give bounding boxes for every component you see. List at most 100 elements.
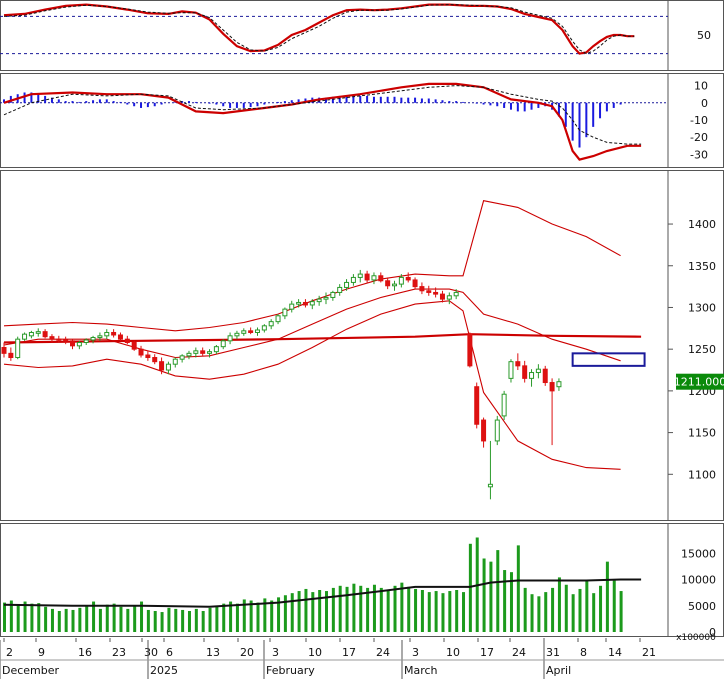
- volume-bar-86: [592, 593, 596, 632]
- candle-body-42: [289, 303, 295, 310]
- volume-bar-57: [393, 585, 397, 632]
- candle-body-28: [193, 350, 199, 354]
- candle-body-51: [350, 276, 356, 283]
- x-tick-label-9: 10: [308, 646, 322, 659]
- candle-body-31: [213, 346, 219, 353]
- x-tick-label-5: 6: [166, 646, 173, 659]
- x-tick-label-19: 21: [642, 646, 656, 659]
- stoch-y-tick-0: 50: [697, 29, 711, 42]
- candle-body-5: [35, 331, 41, 334]
- panel-frames: [0, 0, 724, 637]
- candle-body-14: [97, 335, 103, 338]
- x-tick-label-12: 3: [412, 646, 419, 659]
- volume-bar-88: [605, 561, 609, 632]
- candle-body-26: [179, 355, 185, 360]
- volume-bar-51: [352, 583, 356, 632]
- volume-bar-67: [462, 592, 466, 632]
- volume-bar-52: [359, 585, 363, 632]
- candle-body-52: [357, 273, 363, 278]
- candle-body-59: [405, 276, 411, 281]
- candle-body-15: [104, 331, 110, 337]
- volume-bar-80: [551, 587, 555, 632]
- price-line-1: [3, 200, 621, 332]
- candle-body-40: [275, 315, 281, 323]
- volume-bar-87: [599, 585, 603, 632]
- price-line-0: [3, 333, 642, 344]
- candle-body-23: [159, 361, 165, 371]
- candle-body-68: [474, 386, 480, 425]
- volume-bar-35: [242, 599, 246, 632]
- candle-body-1: [8, 352, 14, 359]
- price-y-tick-6: 1100: [688, 468, 716, 481]
- volume-bar-29: [201, 611, 205, 632]
- highlight-box: [571, 352, 646, 367]
- candle-body-0: [1, 347, 7, 354]
- candle-body-16: [111, 331, 117, 336]
- macd-y-tick-0: 10: [694, 80, 708, 93]
- volume-bar-63: [434, 591, 438, 632]
- candle-body-46: [316, 298, 322, 303]
- price-y-tick-2: 1300: [688, 301, 716, 314]
- volume-bar-62: [427, 592, 431, 632]
- price-line-2: [3, 288, 621, 362]
- stoch-line-0: [3, 3, 635, 55]
- candle-body-48: [330, 291, 336, 298]
- volume-bar-12: [85, 605, 89, 632]
- volume-bar-53: [366, 587, 370, 632]
- candle-body-33: [227, 335, 233, 342]
- candle-body-34: [234, 332, 240, 337]
- volume-bar-56: [386, 590, 390, 632]
- candle-body-37: [254, 329, 260, 333]
- plot-area: [1, 3, 646, 632]
- volume-bar-20: [140, 601, 144, 632]
- candle-body-43: [296, 301, 302, 305]
- volume-bar-45: [311, 592, 315, 632]
- volume-bar-74: [509, 572, 513, 632]
- volume-bar-2: [16, 604, 20, 632]
- volume-bar-24: [167, 607, 171, 632]
- volume-bar-68: [468, 543, 472, 632]
- candle-body-17: [117, 334, 123, 340]
- volume-bar-5: [37, 603, 41, 632]
- candle-body-62: [426, 290, 432, 293]
- volume-bar-14: [98, 608, 102, 632]
- volume-bar-22: [153, 611, 157, 632]
- volume-bar-75: [516, 545, 520, 632]
- volume-bar-89: [612, 580, 616, 632]
- volume-bar-9: [64, 608, 68, 632]
- candle-body-9: [63, 339, 69, 342]
- volume-bar-21: [146, 609, 150, 632]
- x-tick-label-17: 8: [580, 646, 587, 659]
- candle-body-18: [124, 338, 130, 343]
- volume-bar-42: [290, 593, 294, 632]
- candle-body-70: [487, 483, 493, 488]
- candle-body-6: [42, 331, 48, 338]
- volume-bar-77: [530, 594, 534, 632]
- x-tick-label-8: 3: [272, 646, 279, 659]
- volume-bar-90: [619, 591, 623, 632]
- candle-body-35: [241, 330, 247, 334]
- candle-body-69: [481, 419, 487, 442]
- candle-body-8: [56, 338, 62, 341]
- volume-bar-58: [400, 582, 404, 632]
- volume-y-tick-3: 0: [709, 626, 716, 639]
- x-tick-label-10: 17: [342, 646, 356, 659]
- candle-body-75: [522, 365, 528, 379]
- x-month-label-0: December: [2, 664, 60, 677]
- axis-labels: 50100-10-20-3014001350130012501200115011…: [668, 29, 724, 643]
- candle-body-10: [70, 340, 76, 347]
- volume-bar-85: [585, 580, 589, 632]
- candle-body-47: [323, 296, 329, 300]
- candle-body-41: [282, 308, 288, 317]
- price-line-3: [3, 300, 621, 470]
- candle-body-30: [207, 351, 213, 354]
- macd-y-tick-3: -20: [690, 131, 708, 144]
- volume-bar-4: [30, 603, 34, 632]
- x-month-label-1: 2025: [150, 664, 178, 677]
- volume-bar-3: [23, 601, 27, 632]
- candle-body-57: [392, 283, 398, 287]
- volume-bar-43: [297, 591, 301, 632]
- volume-bar-66: [455, 590, 459, 632]
- candle-body-73: [508, 361, 514, 379]
